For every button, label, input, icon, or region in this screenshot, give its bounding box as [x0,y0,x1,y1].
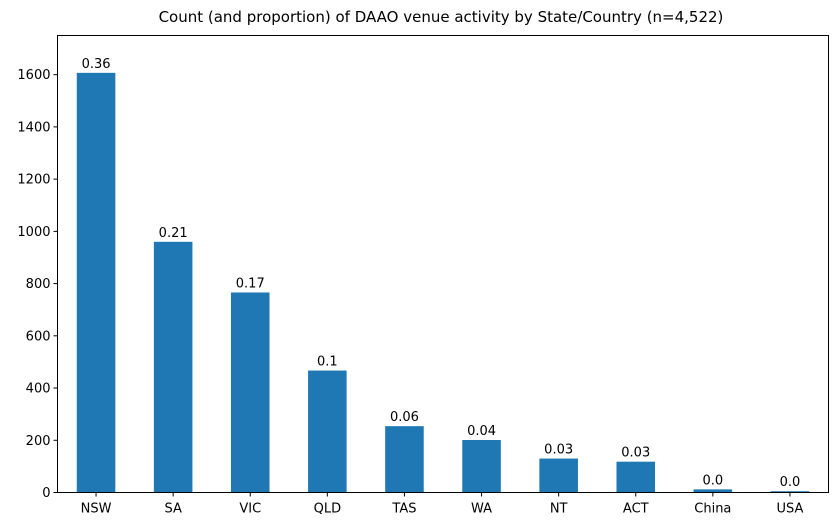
bar-qld [308,370,347,493]
bar-usa [770,491,810,493]
bar-value-label: 0.21 [159,226,188,241]
bar-value-label: 0.0 [780,475,801,490]
x-axis: NSW SA VIC QLD TAS WA NT ACT China USA [81,492,804,517]
x-tick-label: VIC [239,502,261,517]
y-tick-label: 800 [26,277,51,292]
x-tick-label: ACT [623,502,649,517]
x-tick-label: China [694,502,731,517]
bar-labels-group: 0.36 0.21 0.17 0.1 0.06 0.04 0.03 0.03 0.0 0.0 [82,57,801,490]
x-tick-label: NSW [81,502,112,517]
bar-tas [385,426,424,493]
bars-group [76,72,810,493]
y-tick-label: 1600 [17,68,50,83]
bar-value-label: 0.1 [317,355,338,370]
chart-title: Count (and proportion) of DAAO venue act… [159,8,724,26]
bar-sa [153,241,193,493]
x-tick-label: QLD [314,502,342,517]
bar-nsw [76,72,116,493]
y-tick-label: 1200 [17,173,50,188]
bar-value-label: 0.36 [82,57,111,72]
bar-value-label: 0.17 [236,276,265,291]
bar-china [693,489,733,493]
bar-act [616,461,656,493]
plot-frame [57,35,829,493]
y-tick-label: 600 [26,329,51,344]
bar-value-label: 0.0 [703,473,724,488]
bar-vic [230,292,270,493]
bar-nt [539,458,578,493]
bar-wa [462,440,501,493]
bar-value-label: 0.04 [467,424,496,439]
x-tick-label: SA [164,502,181,517]
bar-value-label: 0.03 [621,446,650,461]
y-tick-label: 200 [26,434,51,449]
x-tick-label: WA [471,502,492,517]
y-axis: 0 200 400 600 800 1000 1200 1400 1600 [17,68,58,501]
bar-value-label: 0.03 [544,443,573,458]
y-tick-label: 1400 [17,120,50,135]
x-tick-label: USA [776,502,803,517]
y-tick-label: 400 [26,382,51,397]
y-tick-label: 0 [42,486,50,501]
x-tick-label: NT [550,502,568,517]
x-tick-label: TAS [391,502,416,517]
bar-value-label: 0.06 [390,410,419,425]
y-tick-label: 1000 [17,225,50,240]
